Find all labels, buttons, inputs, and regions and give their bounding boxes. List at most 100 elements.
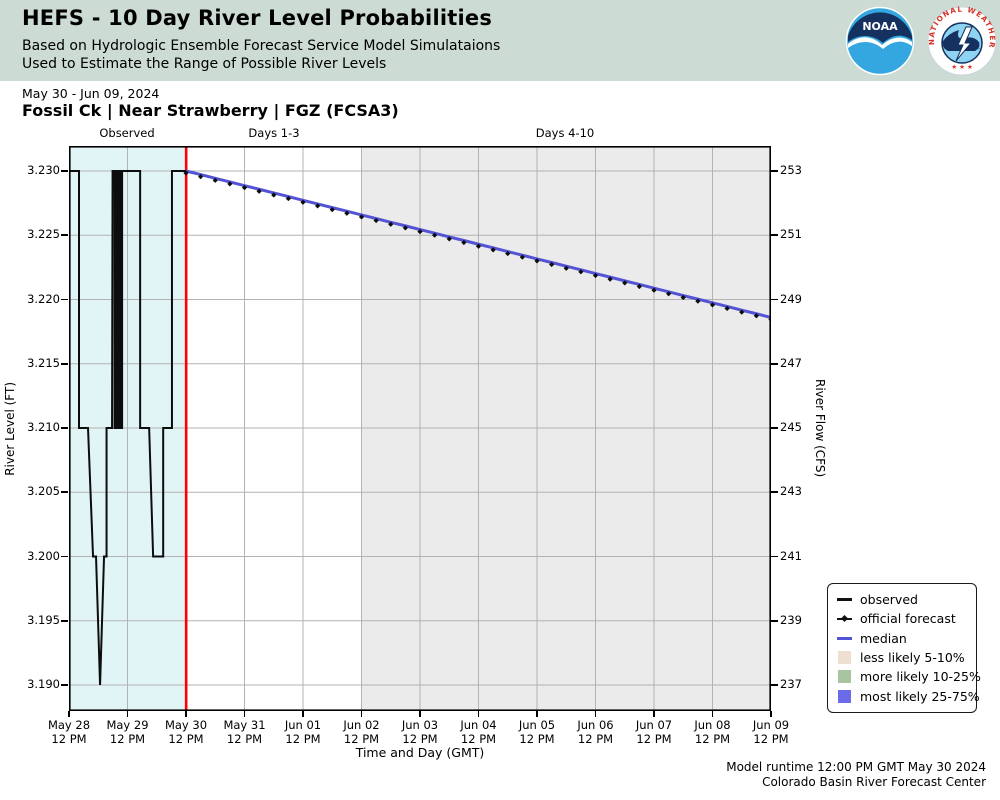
y-tick-right-0 [771, 170, 778, 172]
legend-swatch-box [836, 689, 852, 703]
y-tick-left-0 [61, 170, 68, 172]
y-tick-label-right-1: 251 [780, 227, 802, 242]
y-tick-left-3 [61, 362, 68, 365]
y-tick-label-left-0: 3.230 [27, 163, 60, 177]
x-tick-label-time-0: 12 PM [51, 732, 87, 746]
y-tick-left-5 [61, 491, 68, 494]
y-tick-right-3 [771, 362, 778, 365]
x-tick-label-date-12: Jun 09 [752, 718, 790, 732]
official-forecast-marker-39 [753, 313, 759, 319]
legend-label: observed [860, 592, 918, 608]
legend-label: official forecast [860, 611, 956, 627]
official-forecast-marker-13 [373, 217, 379, 224]
y-tick-left-6 [61, 555, 68, 558]
page-title: HEFS - 10 Day River Level Probabilities [22, 6, 493, 30]
y-tick-left-8 [61, 684, 68, 686]
official-forecast-marker-1 [198, 173, 204, 180]
x-tick-label-date-7: Jun 04 [460, 718, 497, 732]
official-forecast-marker-32 [651, 287, 657, 293]
y-tick-label-left-7: 3.195 [27, 612, 60, 627]
date-range: May 30 - Jun 09, 2024 [22, 86, 160, 101]
legend-item-2: median [836, 629, 968, 648]
y-tick-label-right-8: 237 [780, 677, 802, 691]
official-forecast-marker-30 [622, 280, 628, 286]
region-label-observed: Observed [99, 126, 155, 140]
legend-swatch-line [836, 631, 852, 645]
x-tick-label-date-5: Jun 02 [343, 718, 380, 732]
plot-area [68, 146, 774, 712]
x-tick-label-date-10: Jun 07 [635, 718, 673, 732]
x-tick-label-time-1: 12 PM [109, 732, 146, 746]
y-tick-label-right-4: 245 [780, 420, 802, 434]
legend-label: more likely 10-25% [860, 669, 981, 685]
official-forecast-marker-4 [241, 185, 248, 191]
plot-canvas [68, 146, 774, 712]
footer-model-runtime: Model runtime 12:00 PM GMT May 30 2024 [726, 760, 986, 774]
y-tick-right-2 [771, 298, 778, 301]
official-forecast-marker-15 [402, 225, 408, 231]
official-forecast-marker-11 [344, 210, 350, 216]
x-tick-3 [243, 711, 246, 717]
header-band [0, 0, 1000, 81]
y-tick-label-right-3: 247 [780, 355, 802, 370]
x-tick-label-date-9: Jun 06 [577, 718, 614, 732]
x-tick-label-time-4: 12 PM [285, 732, 321, 746]
x-tick-10 [653, 711, 655, 717]
x-tick-label-time-11: 12 PM [694, 732, 731, 746]
page-subtitle-line1: Based on Hydrologic Ensemble Forecast Se… [22, 38, 501, 54]
official-forecast-marker-17 [432, 232, 438, 238]
footer-rfc-name: Colorado Basin River Forecast Center [762, 775, 986, 789]
official-forecast-marker-10 [329, 207, 335, 213]
y-tick-right-5 [771, 491, 778, 494]
plot-border [69, 146, 772, 712]
y-tick-label-left-4: 3.210 [27, 420, 60, 434]
y-tick-right-7 [771, 619, 778, 622]
official-forecast-marker-20 [475, 243, 482, 249]
official-forecast-marker-29 [607, 276, 613, 282]
official-forecast-marker-25 [549, 261, 555, 268]
y-tick-label-right-6: 241 [780, 548, 802, 563]
x-tick-4 [302, 711, 304, 717]
legend-label: less likely 5-10% [860, 650, 965, 666]
legend-item-5: most likely 25-75% [836, 687, 980, 706]
y-tick-label-left-1: 3.225 [27, 227, 60, 242]
legend-item-1: official forecast [836, 609, 968, 628]
x-tick-label-time-12: 12 PM [753, 732, 789, 746]
region-label-days-1-3: Days 1-3 [248, 126, 300, 140]
x-tick-label-date-1: May 29 [106, 718, 149, 732]
x-tick-12 [770, 711, 772, 717]
x-tick-2 [185, 711, 187, 717]
y-tick-left-7 [61, 619, 68, 622]
x-tick-11 [711, 711, 714, 717]
legend-swatch-box [836, 651, 852, 665]
y-tick-label-left-5: 3.205 [27, 484, 60, 499]
noaa-logo: NOAA [845, 6, 915, 76]
official-forecast-marker-2 [212, 177, 218, 183]
x-tick-label-time-8: 12 PM [519, 732, 555, 746]
x-tick-label-date-11: Jun 08 [694, 718, 731, 732]
y-tick-label-left-3: 3.215 [27, 355, 60, 370]
page-subtitle-line2: Used to Estimate the Range of Possible R… [22, 56, 387, 72]
official-forecast-marker-6 [271, 192, 277, 198]
x-tick-label-date-3: May 31 [223, 718, 266, 732]
x-tick-label-time-9: 12 PM [577, 732, 614, 746]
legend-label: most likely 25-75% [860, 688, 980, 704]
y-tick-left-1 [61, 234, 68, 237]
official-forecast-marker-35 [695, 298, 701, 304]
y-tick-label-right-2: 249 [780, 291, 802, 306]
y-axis-title-right: River Flow (CFS) [813, 379, 827, 478]
official-forecast-marker-0 [183, 170, 189, 176]
station-title: Fossil Ck | Near Strawberry | FGZ (FCSA3… [22, 101, 399, 120]
y-tick-left-4 [61, 427, 68, 429]
x-tick-label-time-6: 12 PM [402, 732, 438, 746]
official-forecast-marker-19 [461, 239, 467, 246]
legend-item-3: less likely 5-10% [836, 648, 968, 667]
region-label-days-4-10: Days 4-10 [535, 126, 595, 140]
x-tick-1 [126, 711, 129, 717]
legend-item-4: more likely 10-25% [836, 667, 981, 686]
y-tick-right-1 [771, 234, 778, 237]
legend-label: median [860, 630, 907, 646]
y-tick-right-4 [771, 427, 778, 429]
official-forecast-marker-36 [709, 302, 716, 308]
